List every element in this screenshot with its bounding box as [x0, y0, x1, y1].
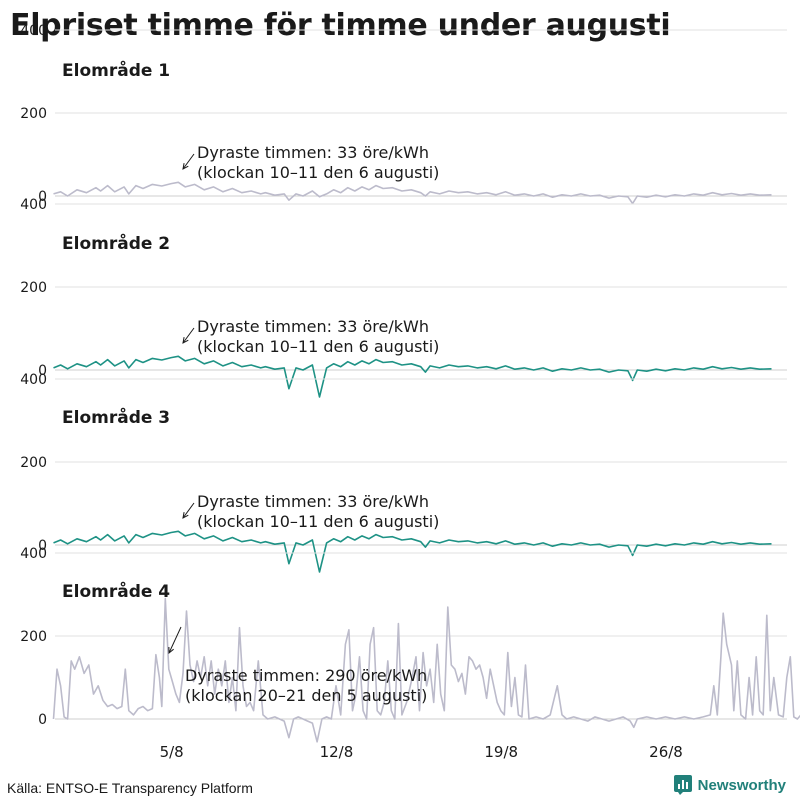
- source-note: Källa: ENTSO-E Transparency Platform: [7, 780, 253, 796]
- annotation-line: Dyraste timmen: 33 öre/kWh: [197, 143, 429, 162]
- annotation-text: Dyraste timmen: 290 öre/kWh (klockan 20–2…: [185, 666, 427, 705]
- y-tick-label: 0: [38, 189, 47, 205]
- y-tick-label: 400: [20, 23, 47, 39]
- y-tick-label: 0: [38, 712, 47, 728]
- annotation-text: Dyraste timmen: 33 öre/kWh (klockan 10–11…: [197, 143, 439, 182]
- y-tick-label: 400: [20, 546, 47, 562]
- annotation-line: Dyraste timmen: 33 öre/kWh: [197, 492, 429, 511]
- annotation-arrow: [168, 626, 182, 654]
- y-tick-label: 0: [38, 363, 47, 379]
- panel-title: Elområde 3: [62, 406, 170, 428]
- y-tick-label: 400: [20, 197, 47, 213]
- annotation-line: Dyraste timmen: 290 öre/kWh: [185, 666, 427, 685]
- newsworthy-logo-icon: [673, 775, 692, 795]
- annotation-text: Dyraste timmen: 33 öre/kWh (klockan 10–11…: [197, 317, 439, 356]
- chart-title: Elpriset timme för timme under augusti: [10, 8, 671, 43]
- annotation-arrowhead: [182, 512, 189, 519]
- x-tick-label: 5/8: [160, 743, 184, 761]
- annotation-arrow: [182, 502, 195, 519]
- brand: Newsworthy: [673, 775, 786, 795]
- annotation-line: (klockan 10–11 den 6 augusti): [197, 512, 439, 531]
- brand-name: Newsworthy: [697, 776, 786, 794]
- annotation-arrow: [182, 327, 195, 344]
- annotation-arrowhead: [168, 646, 174, 655]
- series-line: [52, 597, 800, 743]
- y-tick-label: 400: [20, 372, 47, 388]
- y-tick-label: 200: [20, 280, 47, 296]
- panel-title: Elområde 1: [62, 59, 170, 81]
- y-tick-label: 200: [20, 106, 47, 122]
- panel-title: Elområde 2: [62, 232, 170, 254]
- y-tick-label: 200: [20, 455, 47, 471]
- annotation-text: Dyraste timmen: 33 öre/kWh (klockan 10–11…: [197, 492, 439, 531]
- annotation-arrow: [182, 153, 195, 170]
- panel-title: Elområde 4: [62, 580, 170, 602]
- series-line: [53, 355, 772, 398]
- x-tick-label: 26/8: [649, 743, 683, 761]
- x-tick-label: 12/8: [320, 743, 354, 761]
- annotation-line: (klockan 10–11 den 6 augusti): [197, 337, 439, 356]
- annotation-arrowhead: [182, 337, 189, 344]
- y-tick-label: 200: [20, 629, 47, 645]
- annotation-line: (klockan 10–11 den 6 augusti): [197, 163, 439, 182]
- y-tick-label: 0: [38, 538, 47, 554]
- x-tick-label: 19/8: [484, 743, 518, 761]
- annotation-arrowhead: [182, 163, 189, 170]
- series-line: [53, 181, 772, 205]
- series-line: [53, 530, 772, 573]
- chart-area: Elområde 1 0 200 400 Dyraste timmen: 33 öre/…: [20, 23, 800, 761]
- annotation-line: (klockan 20–21 den 5 augusti): [185, 686, 427, 705]
- annotation-line: Dyraste timmen: 33 öre/kWh: [197, 317, 429, 336]
